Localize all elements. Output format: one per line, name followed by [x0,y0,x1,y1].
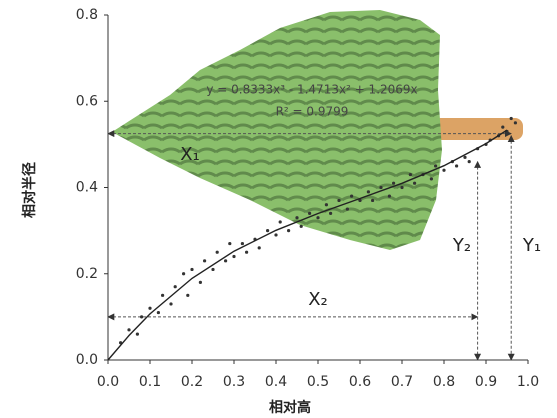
data-point [337,198,341,203]
data-point [434,164,438,168]
data-point [400,185,404,190]
data-point [350,194,354,198]
data-point [509,116,513,121]
data-point [173,285,177,289]
data-point [161,293,165,297]
data-point [228,241,232,246]
data-point [186,293,190,297]
data-point [345,207,349,211]
data-point [463,155,467,159]
y-axis-label: 相对半径 [21,162,38,218]
reference-label: X₂ [308,289,328,310]
x-tick-label: 1.0 [517,374,539,390]
crown [112,10,442,250]
x-tick-label: 0.2 [181,374,203,390]
data-point [135,332,139,336]
data-point [232,254,236,259]
y-tick-label: 0.8 [76,7,98,23]
data-point [316,216,320,220]
data-point [148,306,152,310]
data-point [245,250,249,254]
data-point [501,125,505,129]
data-point [358,198,362,203]
data-point [198,280,202,284]
data-point [240,241,244,246]
data-point [329,211,333,215]
equation: y = 0.8333x³ - 1.4713x² + 1.2069x [206,83,417,97]
x-tick-label: 0.8 [433,374,455,390]
data-point [257,246,261,250]
y-tick-label: 0.0 [76,352,98,368]
data-point [392,181,396,185]
y-tick-label: 0.4 [76,180,98,196]
data-point [366,190,370,194]
data-point [324,203,328,207]
data-point [408,172,412,177]
data-point [224,259,228,263]
y-tick-label: 0.6 [76,93,98,109]
r-squared: R² = 0.9799 [276,105,349,119]
data-point [182,272,186,276]
fit-curve [107,129,508,361]
data-point [215,250,219,254]
data-point [308,211,312,215]
data-point [127,328,131,332]
reference-label: Y₁ [522,235,541,256]
data-point [371,198,375,203]
data-point [287,229,291,233]
x-tick-label: 0.5 [307,374,329,390]
x-tick-label: 0.6 [349,374,371,390]
x-tick-label: 0.0 [97,374,119,390]
data-point [190,267,194,272]
y-tick-label: 0.2 [76,266,98,282]
data-point [429,177,433,181]
data-point [266,229,270,233]
data-point [299,224,303,228]
data-point [413,181,417,185]
data-point [156,310,160,315]
data-point [455,164,459,168]
x-tick-label: 0.9 [475,374,497,390]
x-tick-label: 0.3 [223,374,245,390]
data-point [513,121,518,125]
x-axis-label: 相对高 [269,399,311,416]
x-tick-label: 0.1 [139,374,161,390]
data-point [169,302,173,306]
data-point [278,220,282,224]
data-point [211,267,215,272]
data-point [140,315,144,319]
data-point [442,168,446,172]
x-tick-label: 0.4 [265,374,287,390]
reference-label: X₁ [180,144,200,165]
data-point [387,194,391,198]
data-point [379,185,383,190]
data-point [274,233,278,237]
data-point [295,216,299,220]
x-tick-label: 0.7 [391,374,413,390]
data-point [203,259,207,263]
data-point [467,160,471,164]
reference-label: Y₂ [452,235,471,256]
